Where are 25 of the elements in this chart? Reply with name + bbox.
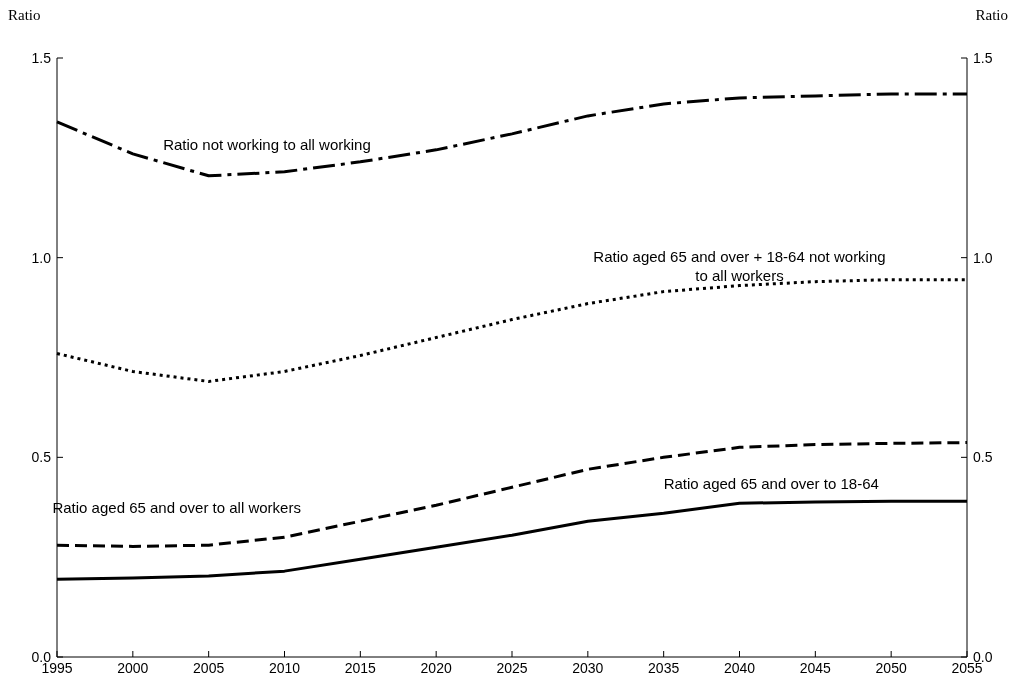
x-tick-label: 2000 (117, 660, 149, 676)
x-tick-label: 2025 (496, 660, 528, 676)
series-label: Ratio aged 65 and over to all workers (52, 499, 301, 517)
x-tick-label: 2045 (799, 660, 832, 676)
y-tick-label: 0.5 (31, 449, 52, 466)
x-tick-label: 2050 (875, 660, 907, 676)
x-tick-label: 2035 (648, 660, 680, 676)
y-tick-label: 1.5 (31, 50, 52, 66)
y-tick-label: 1.0 (31, 249, 52, 266)
y2-tick-label: 1.0 (973, 249, 993, 266)
y2-tick-label: 1.5 (973, 50, 993, 66)
series-label: Ratio aged 65 and over to 18-64 (663, 475, 879, 493)
x-tick-label: 2010 (268, 660, 301, 676)
y-tick-label: 0.0 (31, 649, 52, 665)
y-axis-title: Ratio (8, 7, 41, 23)
series-label: Ratio not working to all working (163, 135, 371, 153)
x-tick-label: 2005 (193, 660, 225, 676)
series-label: Ratio aged 65 and over + 18-64 not working to all workers (593, 247, 886, 284)
x-tick-label: 2040 (723, 660, 756, 676)
y2-axis-title: Ratio (975, 7, 1008, 23)
y2-tick-label: 0.0 (973, 649, 993, 665)
x-tick-label: 2030 (572, 660, 604, 676)
x-tick-label: 2020 (420, 660, 452, 676)
x-tick-label: 2015 (344, 660, 377, 676)
y2-tick-label: 0.5 (973, 449, 993, 466)
